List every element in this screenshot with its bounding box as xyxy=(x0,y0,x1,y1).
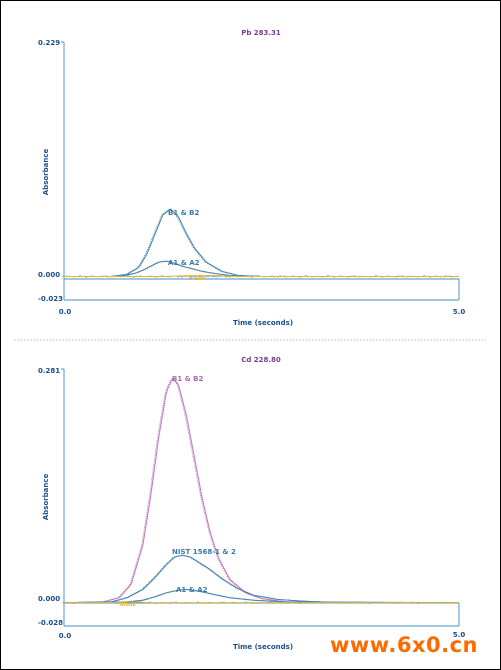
cd-plot-area xyxy=(62,378,459,605)
cd-panel: Cd 228.80 0.281 0.000 -0.028 0.0 5.0 Tim… xyxy=(38,356,465,651)
cd-series-b1-b2 xyxy=(64,378,459,604)
cd-series-blank xyxy=(64,601,459,604)
pb-annotation-a1a2: A1 & A2 xyxy=(168,259,200,267)
cd-annotation-b1b2: B1 & B2 xyxy=(172,375,204,383)
cd-y-tick-label: 0.000 xyxy=(38,595,60,603)
cd-chart-title: Cd 228.80 xyxy=(241,356,281,364)
pb-plot-area xyxy=(62,208,459,278)
cd-annotation-a1a2: A1 & A2 xyxy=(176,586,208,594)
cd-series-b1-b2-replicate xyxy=(62,378,458,604)
pb-panel: Pb 283.31 0.229 0.000 -0.023 0.0 5.0 Tim… xyxy=(38,29,465,327)
cd-x-tick-label: 5.0 xyxy=(453,631,466,639)
cd-y-axis-label: Absorbance xyxy=(42,474,50,521)
pb-x-tick-label: 0.0 xyxy=(59,308,72,316)
cd-y-tick-label: 0.281 xyxy=(38,367,60,375)
pb-series-blank xyxy=(64,274,459,277)
pb-x-tick-label: 5.0 xyxy=(453,308,466,316)
cd-annotation-blank: Blank xyxy=(120,602,136,608)
pb-annotation-b1b2: B1 & B2 xyxy=(168,209,200,217)
watermark-text: www.6x0.cn xyxy=(330,633,478,657)
pb-x-axis-label: Time (seconds) xyxy=(233,319,293,327)
cd-y-tick-label: -0.028 xyxy=(38,619,63,627)
pb-series-b1-b2-replicate xyxy=(62,208,458,277)
pb-annotation-blank: Blank xyxy=(189,276,205,282)
cd-series-nist-1568-1-2-replicate xyxy=(62,554,458,604)
pb-y-tick-label: -0.023 xyxy=(38,295,63,303)
pb-series-a1-a2 xyxy=(64,260,459,278)
cd-x-tick-label: 0.0 xyxy=(59,632,72,640)
cd-x-axis-label: Time (seconds) xyxy=(233,643,293,651)
pb-series-a1-a2-replicate xyxy=(62,260,458,277)
pb-series-b1-b2 xyxy=(64,208,459,278)
pb-y-tick-label: 0.229 xyxy=(38,39,60,47)
pb-chart-title: Pb 283.31 xyxy=(241,29,281,37)
cd-series-nist-1568-1-2 xyxy=(64,554,459,604)
pb-y-axis-label: Absorbance xyxy=(42,149,50,196)
pb-y-tick-label: 0.000 xyxy=(38,271,60,279)
cd-annotation-nist: NIST 1568-1 & 2 xyxy=(172,548,236,556)
